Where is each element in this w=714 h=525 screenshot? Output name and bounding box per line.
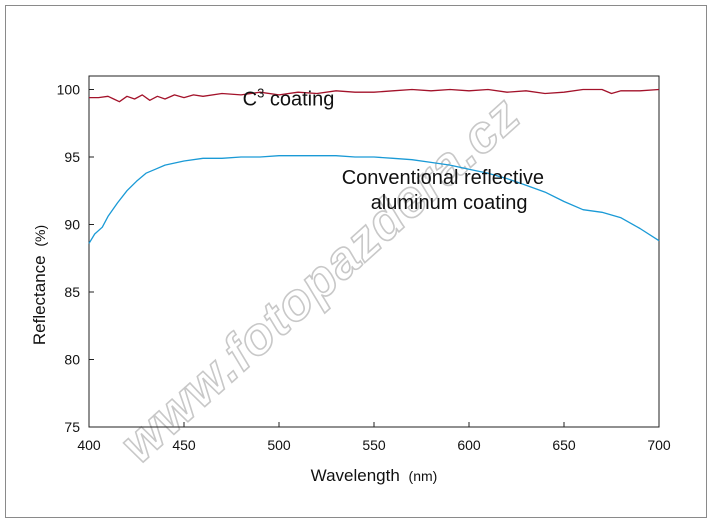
watermark: www.fotopazdera.cz <box>108 85 532 475</box>
series-lines <box>88 88 660 244</box>
x-axis-title: Wavelength (nm) <box>311 466 438 485</box>
y-axis-title: Reflectance (%) <box>30 225 49 345</box>
x-tick-label: 400 <box>77 437 101 453</box>
x-axis-unit: (nm) <box>409 468 438 484</box>
y-tick-label: 75 <box>64 419 80 435</box>
annotation-aluminum-line-1: Conventional reflective <box>342 167 544 189</box>
x-tick-label: 700 <box>647 437 671 453</box>
x-tick-label: 450 <box>172 437 196 453</box>
chart-frame <box>5 5 707 518</box>
annotations: C3 coating Conventional reflective aluminu… <box>243 86 544 214</box>
y-tick-label: 95 <box>64 149 80 165</box>
x-tick-label: 600 <box>457 437 481 453</box>
axis-ticks: 400 450 500 550 600 650 700 75 80 85 90 95 100 <box>57 82 671 454</box>
x-axis-label: Wavelength <box>311 466 400 485</box>
series-line-aluminum-coating <box>88 155 660 244</box>
annotation-c3-coating: C3 coating <box>243 86 335 111</box>
y-axis-label: Reflectance <box>30 255 49 345</box>
y-tick-label: 85 <box>64 284 80 300</box>
y-axis-unit: (%) <box>32 225 48 247</box>
x-tick-label: 650 <box>552 437 576 453</box>
y-tick-label: 80 <box>64 352 80 368</box>
series-line-c3-coating <box>89 88 660 103</box>
x-tick-label: 550 <box>362 437 386 453</box>
watermark-text: www.fotopazdera.cz <box>109 86 531 474</box>
y-tick-label: 100 <box>57 82 81 98</box>
y-tick-label: 90 <box>64 217 80 233</box>
x-tick-label: 500 <box>267 437 291 453</box>
annotation-aluminum-line-2: aluminum coating <box>371 192 528 214</box>
